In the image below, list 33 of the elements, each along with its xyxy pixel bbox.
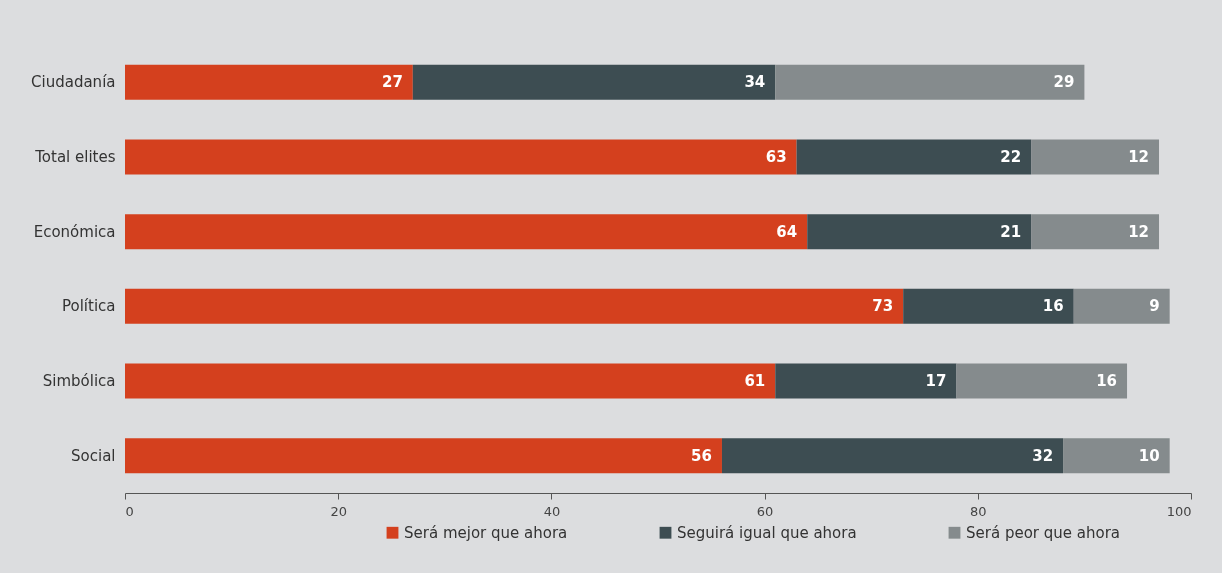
y-tick-label: Política <box>61 297 116 316</box>
y-tick-label: Simbólica <box>42 372 116 390</box>
y-tick-label: Total elites <box>34 148 116 166</box>
data-label: 12 <box>1128 222 1150 241</box>
data-label: 73 <box>872 297 894 316</box>
data-label: 34 <box>744 73 766 92</box>
data-label: 21 <box>1000 222 1022 241</box>
y-tick-label: Económica <box>33 222 116 241</box>
data-label: 12 <box>1128 148 1150 166</box>
data-label: 64 <box>776 222 798 241</box>
x-tick-label: 40 <box>543 503 561 519</box>
y-tick-label: Social <box>71 446 116 465</box>
data-label: 16 <box>1042 297 1064 316</box>
x-tick-label: 20 <box>330 503 347 519</box>
x-tick-label: 60 <box>756 503 774 519</box>
legend-label: Será peor que ahora <box>966 523 1120 542</box>
data-label: 63 <box>765 148 787 166</box>
data-label: 16 <box>1096 372 1118 390</box>
data-label: 10 <box>1138 446 1160 465</box>
data-label: 29 <box>1053 73 1075 92</box>
x-tick-label: 80 <box>970 503 987 519</box>
legend-label: Será mejor que ahora <box>404 523 568 542</box>
y-tick-label: Ciudadanía <box>31 73 116 92</box>
x-tick-label: 0 <box>125 503 134 519</box>
data-label: 17 <box>925 372 947 390</box>
data-label: 32 <box>1032 446 1054 465</box>
data-label: 9 <box>1149 297 1160 316</box>
data-label: 22 <box>1000 148 1022 166</box>
data-label: 61 <box>744 372 766 390</box>
data-label: 56 <box>691 446 712 465</box>
x-tick-label: 100 <box>1166 503 1192 519</box>
data-label: 27 <box>381 73 403 92</box>
legend-label: Seguirá igual que ahora <box>677 523 857 542</box>
